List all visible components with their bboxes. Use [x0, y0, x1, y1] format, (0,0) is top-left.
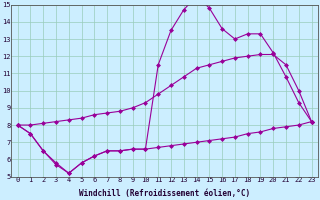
X-axis label: Windchill (Refroidissement éolien,°C): Windchill (Refroidissement éolien,°C) — [79, 189, 250, 198]
